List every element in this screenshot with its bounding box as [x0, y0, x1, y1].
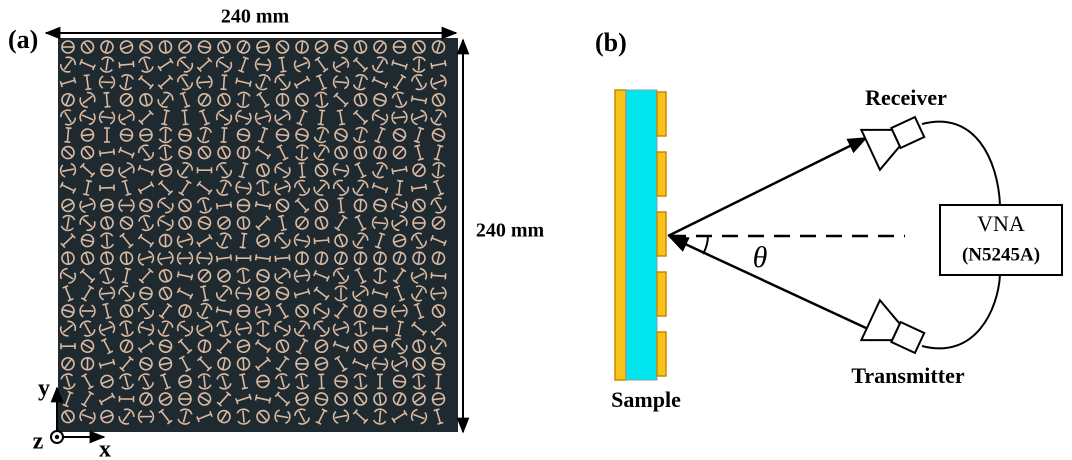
axis-z-label: z: [33, 429, 44, 455]
substrate: [626, 90, 657, 380]
pattern-element: [126, 252, 127, 264]
pattern-element: [360, 252, 361, 264]
axis-x-label: x: [99, 437, 111, 460]
pattern-element: [335, 381, 347, 382]
pattern-element: [243, 217, 244, 229]
cable: [922, 122, 1000, 205]
pattern-element: [257, 381, 269, 382]
pattern-element: [165, 41, 166, 53]
pattern-element: [101, 170, 113, 171]
pattern-element: [360, 199, 361, 211]
axis-y-label: y: [38, 376, 50, 402]
pattern-element: [140, 134, 152, 135]
receiver-label: Receiver: [865, 85, 947, 110]
height-label: 240 mm: [476, 220, 545, 242]
z-axis-dot: [55, 435, 59, 439]
patches: [657, 92, 666, 376]
vna-model: (N5245A): [962, 244, 1040, 265]
reflected-ray: [668, 138, 866, 236]
receiver-horn: [861, 107, 929, 170]
vna-label: VNA: [977, 211, 1025, 236]
angle-label: θ: [753, 241, 768, 274]
panel-label: (b): [595, 28, 627, 57]
panel-label: (a): [8, 25, 38, 54]
figure: (a) 240 mm 240 mm y z x (b) Sample θ Rec…: [0, 0, 1072, 460]
cable: [922, 275, 1000, 348]
pattern-element: [374, 346, 386, 347]
transmitter-horn: [861, 300, 929, 363]
pattern-element: [243, 358, 244, 370]
angle-arc: [703, 236, 708, 254]
ground-plane: [615, 90, 626, 380]
sample-label: Sample: [611, 387, 681, 412]
incident-ray: [670, 237, 866, 328]
transmitter-label: Transmitter: [851, 363, 964, 388]
width-label: 240 mm: [221, 6, 290, 28]
pattern-element: [243, 147, 244, 159]
